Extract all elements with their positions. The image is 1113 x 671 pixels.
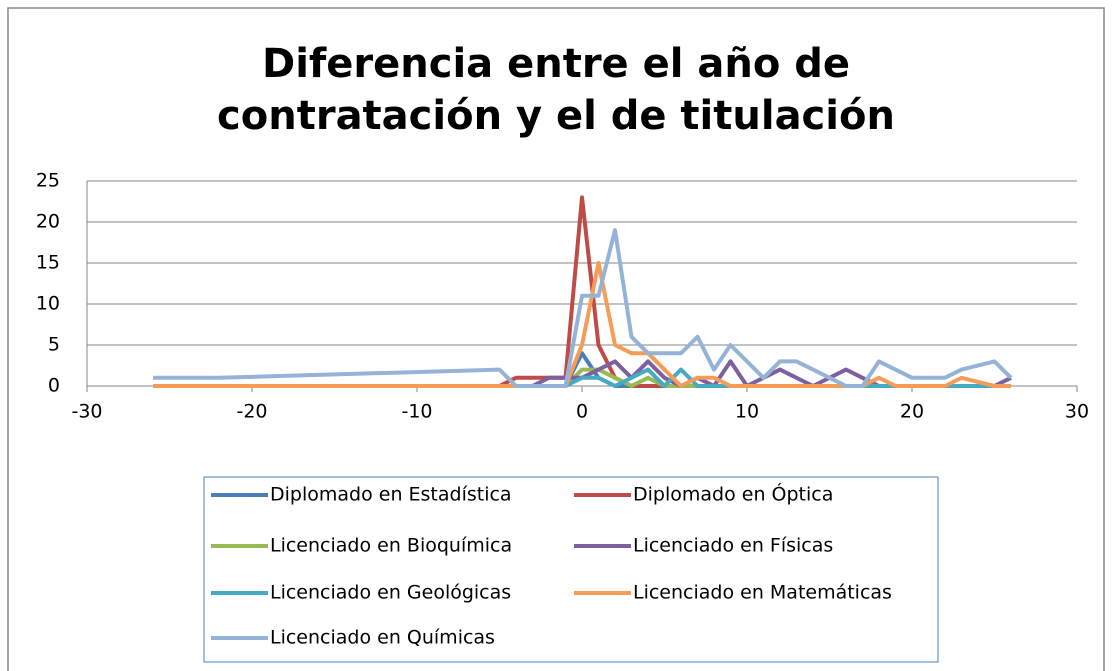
x-tick-label: -10 xyxy=(401,401,432,423)
series-line xyxy=(153,195,1011,388)
x-tick-label: 10 xyxy=(735,401,759,423)
y-tick-label: 5 xyxy=(48,334,60,356)
legend-label: Licenciado en Químicas xyxy=(270,627,495,649)
y-tick-label: 15 xyxy=(36,252,60,274)
x-tick-label: -30 xyxy=(71,401,102,423)
x-tick-label: 20 xyxy=(900,401,924,423)
series-line xyxy=(153,261,1011,388)
chart-border xyxy=(7,7,1105,671)
x-tick-label: -20 xyxy=(236,401,267,423)
y-tick-label: 0 xyxy=(48,375,60,397)
legend-label: Licenciado en Matemáticas xyxy=(633,582,892,604)
chart-title: Diferencia entre el año de contratación … xyxy=(217,41,895,139)
y-tick-label: 20 xyxy=(36,211,60,233)
legend-label: Licenciado en Bioquímica xyxy=(270,535,512,557)
x-tick-label: 0 xyxy=(576,401,588,423)
legend-label: Licenciado en Físicas xyxy=(633,535,833,557)
legend-label: Diplomado en Estadística xyxy=(270,484,512,506)
y-tick-label: 10 xyxy=(36,293,60,315)
x-tick-label: 30 xyxy=(1065,401,1089,423)
legend-label: Licenciado en Geológicas xyxy=(270,582,511,604)
legend-label: Diplomado en Óptica xyxy=(633,482,833,506)
y-tick-label: 25 xyxy=(36,170,60,192)
series-line xyxy=(153,228,1013,388)
legend-box xyxy=(203,476,939,663)
